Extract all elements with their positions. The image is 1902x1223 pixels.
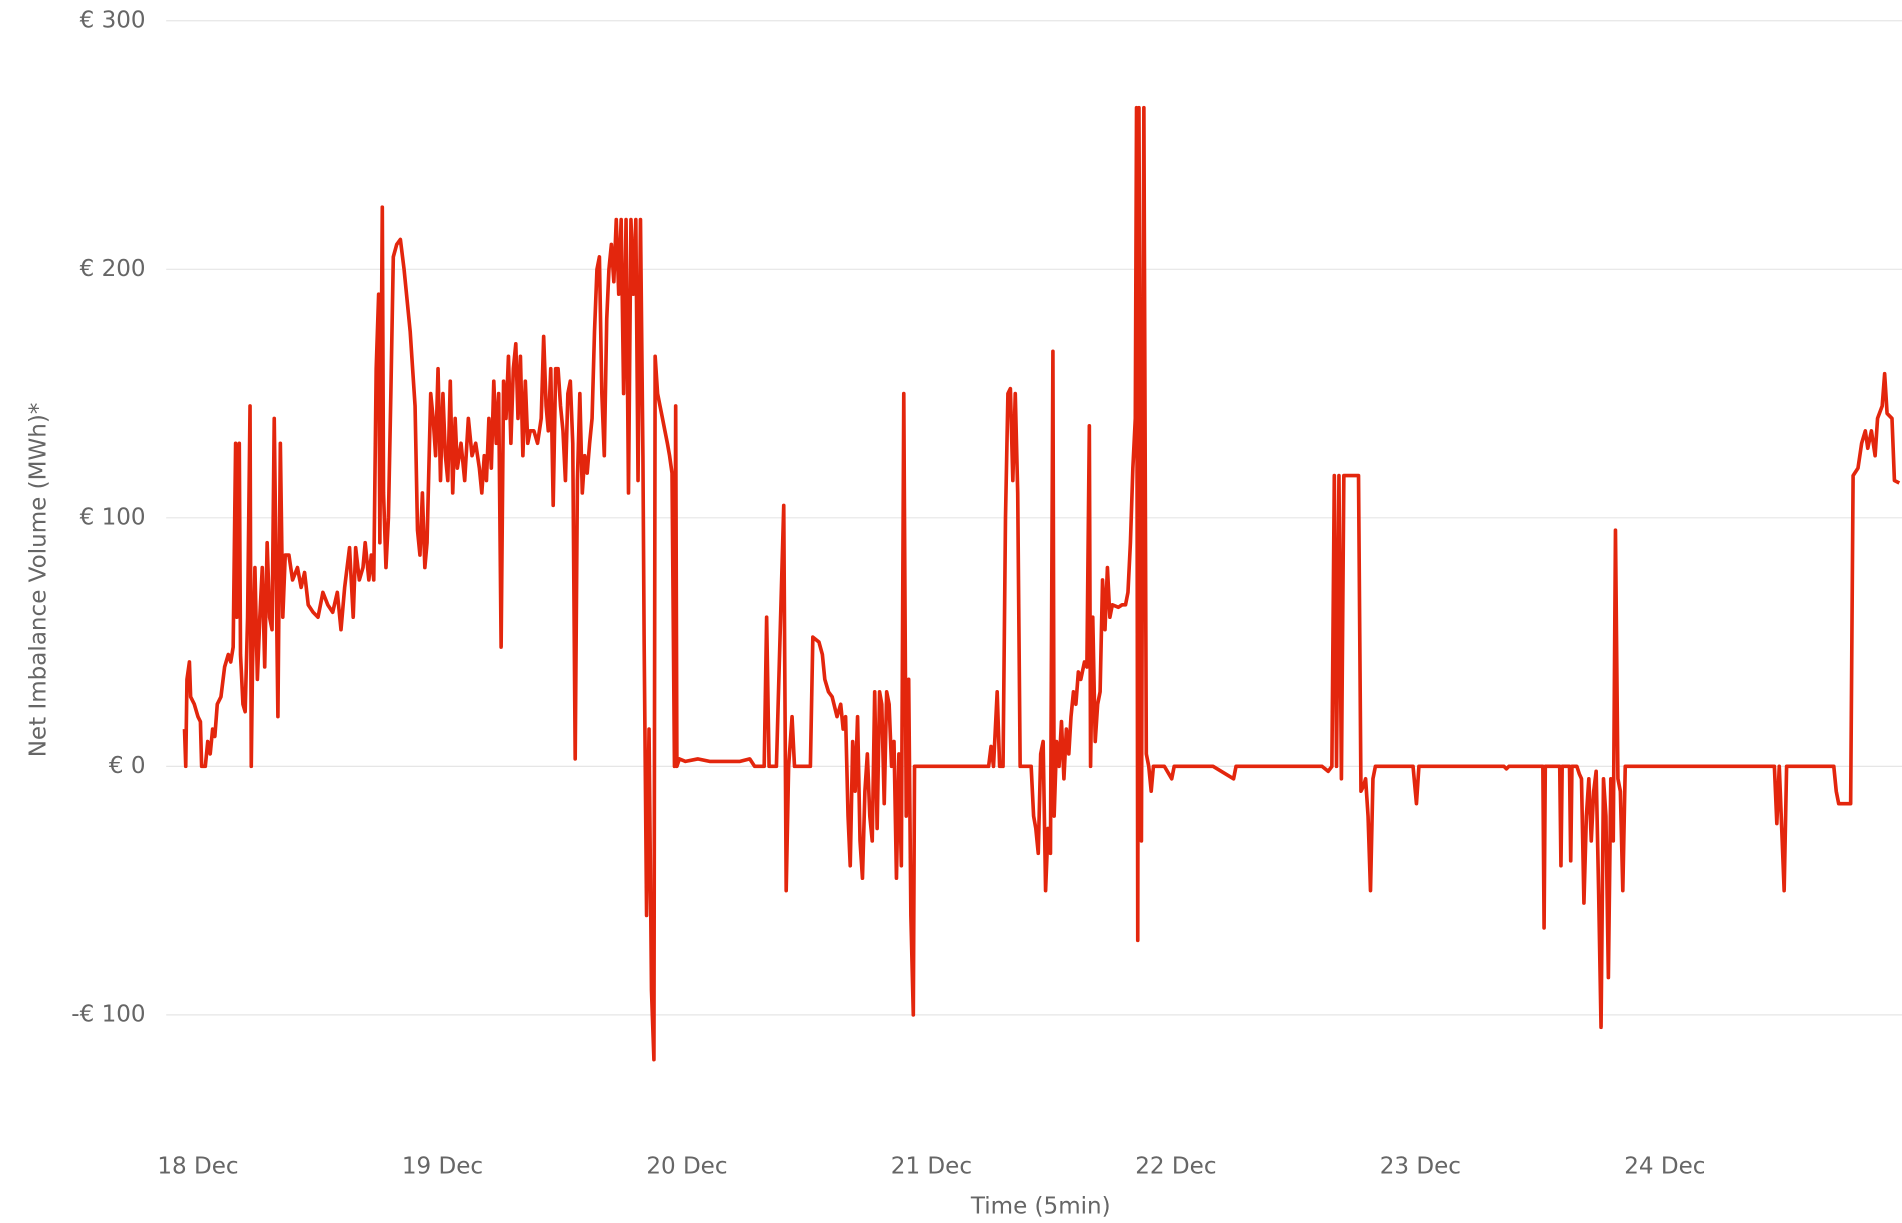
x-tick-label: 18 Dec (157, 1154, 238, 1180)
x-tick-label: 20 Dec (646, 1154, 727, 1180)
x-tick-label: 19 Dec (402, 1154, 483, 1180)
x-tick-label: 24 Dec (1624, 1154, 1705, 1180)
y-axis-title: Net Imbalance Volume (MWh)* (25, 403, 51, 758)
y-tick-label: € 0 (109, 753, 146, 779)
data-line (182, 105, 1901, 1062)
y-tick-label: -€ 100 (71, 1001, 145, 1027)
x-tick-label: 22 Dec (1135, 1154, 1216, 1180)
x-axis-title: Time (5min) (970, 1194, 1111, 1220)
y-tick-label: € 200 (80, 256, 146, 282)
y-tick-label: € 100 (80, 504, 146, 530)
x-tick-label: 21 Dec (891, 1154, 972, 1180)
x-tick-label: 23 Dec (1380, 1154, 1461, 1180)
y-tick-label: € 300 (80, 7, 146, 33)
